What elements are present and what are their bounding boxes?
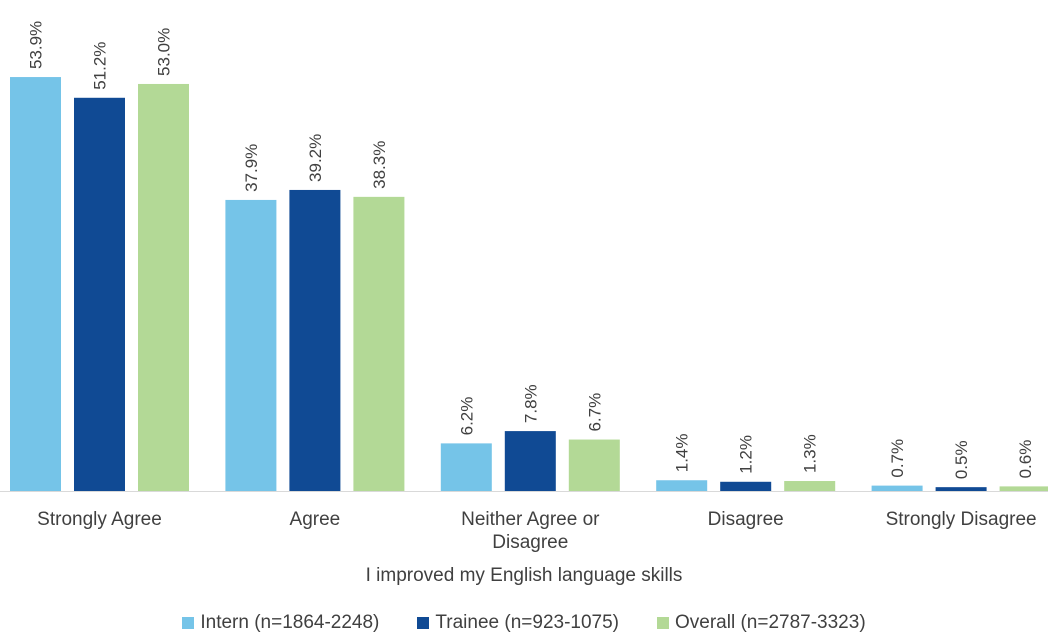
data-label-neither-agree-or-disagree-3: 6.7%	[585, 393, 604, 432]
legend-item-trainee: Trainee (n=923-1075)	[417, 612, 619, 634]
category-label-neither-agree-or-disagree: Neither Agree or Disagree	[461, 509, 600, 553]
category-label-disagree: Disagree	[708, 509, 784, 530]
data-label-strongly-disagree-2: 0.5%	[952, 440, 971, 479]
bar-strongly-agree-2	[74, 97, 125, 491]
data-label-agree-3: 38.3%	[370, 141, 389, 189]
category-label-strongly-agree: Strongly Agree	[37, 509, 162, 530]
bar-agree-1	[225, 199, 277, 492]
data-label-strongly-agree-2: 51.2%	[91, 42, 110, 90]
data-label-disagree-2: 1.2%	[737, 435, 756, 474]
bar-neither-agree-or-disagree-3	[568, 439, 620, 491]
legend-swatch-overall	[657, 617, 669, 629]
bar-chart: 53.9% 51.2% 53.0% Strongly Agree 37.9% 39.2% 3…	[0, 21, 1048, 553]
bar-strongly-disagree-2	[935, 487, 987, 491]
category-label-agree: Agree	[290, 509, 341, 530]
legend-label-intern: Intern (n=1864-2248)	[200, 612, 380, 633]
legend-item-overall: Overall (n=2787-3323)	[657, 612, 866, 634]
bar-neither-agree-or-disagree-1	[440, 443, 492, 491]
data-label-strongly-disagree-1: 0.7%	[888, 439, 907, 478]
legend-label-trainee: Trainee (n=923-1075)	[435, 612, 619, 633]
category-label-strongly-disagree: Strongly Disagree	[886, 509, 1037, 530]
bar-strongly-agree-3	[138, 83, 189, 492]
bar-disagree-3	[784, 481, 836, 491]
bar-strongly-agree-1	[10, 77, 61, 491]
legend-label-overall: Overall (n=2787-3323)	[675, 612, 866, 633]
legend: Intern (n=1864-2248) Trainee (n=923-1075…	[0, 612, 1048, 634]
data-label-neither-agree-or-disagree-2: 7.8%	[521, 384, 540, 423]
data-label-agree-2: 39.2%	[306, 134, 325, 182]
data-label-strongly-agree-1: 53.9%	[27, 21, 46, 69]
bar-disagree-2	[720, 481, 772, 491]
legend-swatch-intern	[182, 617, 195, 629]
bar-agree-2	[289, 189, 341, 491]
data-label-disagree-3: 1.3%	[801, 434, 820, 473]
data-label-strongly-agree-3: 53.0%	[155, 28, 174, 76]
bar-neither-agree-or-disagree-2	[504, 431, 556, 491]
legend-item-intern: Intern (n=1864-2248)	[182, 612, 379, 634]
bar-agree-3	[353, 196, 405, 491]
data-label-neither-agree-or-disagree-1: 6.2%	[457, 397, 476, 436]
bar-disagree-1	[656, 480, 708, 491]
legend-swatch-trainee	[417, 617, 430, 629]
data-label-agree-1: 37.9%	[242, 144, 261, 192]
bar-strongly-disagree-1	[871, 485, 923, 491]
data-label-strongly-disagree-3: 0.6%	[1016, 440, 1035, 479]
x-axis-title: I improved my English language skills	[365, 565, 683, 586]
data-label-disagree-1: 1.4%	[673, 433, 692, 472]
bar-strongly-disagree-3	[999, 486, 1048, 491]
